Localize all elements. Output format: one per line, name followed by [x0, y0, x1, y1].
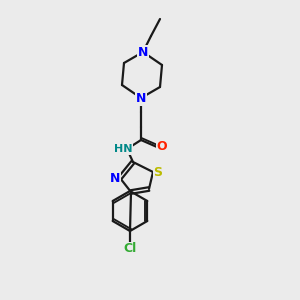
Text: HN: HN [114, 144, 132, 154]
Text: N: N [136, 92, 146, 104]
Text: N: N [110, 172, 120, 184]
Text: Cl: Cl [123, 242, 136, 256]
Text: N: N [138, 46, 148, 59]
Text: S: S [154, 166, 163, 178]
Text: O: O [157, 140, 167, 154]
